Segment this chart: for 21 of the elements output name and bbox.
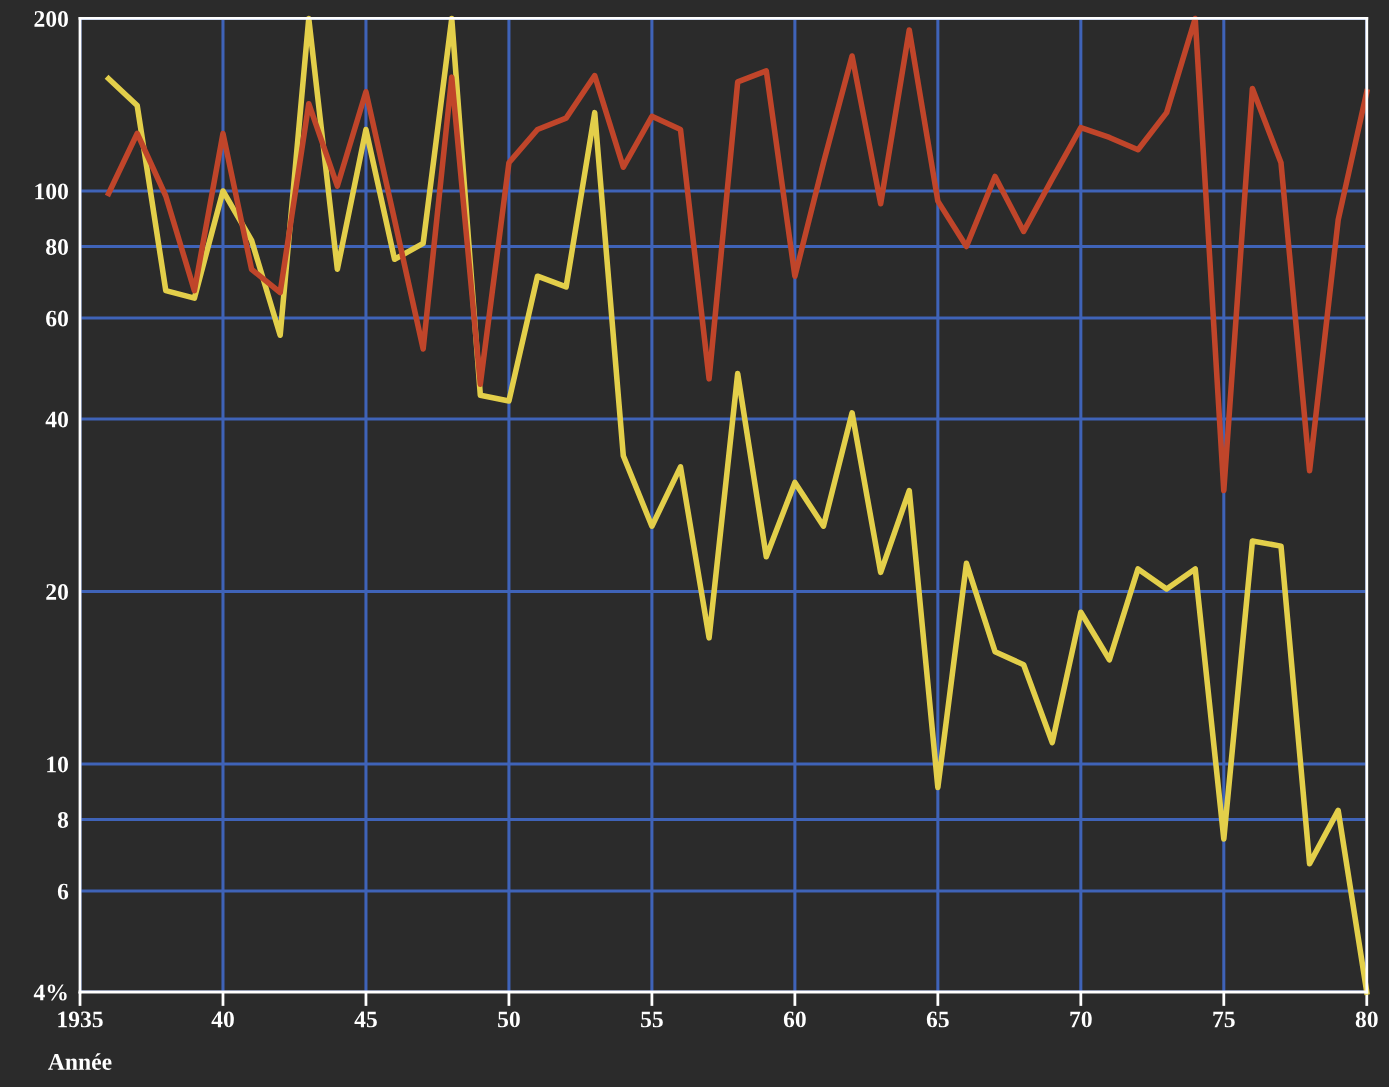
y-tick-label: 20 [46,583,68,600]
y-tick-label: 4% [33,984,67,1001]
y-tick-label: 40 [45,411,68,428]
x-tick-label: 65 [926,1011,949,1028]
x-tick-label: 70 [1070,1011,1092,1028]
y-tick-label: 200 [34,10,68,27]
y-tick-label: 6 [57,883,69,900]
x-tick-label: 40 [211,1011,234,1028]
y-tick-label: 100 [35,183,68,200]
x-tick-label: 55 [641,1011,663,1028]
x-tick-label: 50 [498,1011,520,1028]
y-tick-label: 60 [46,310,68,327]
y-tick-label: 8 [57,812,69,828]
y-tick-label: 10 [47,756,68,773]
x-tick-label: 1935 [58,1011,103,1028]
x-axis-title: Année [48,1053,112,1070]
x-tick-label: 45 [354,1011,377,1028]
x-tick-label: 60 [783,1011,806,1028]
y-tick-label: 80 [46,238,68,255]
x-tick-label: 80 [1355,1011,1378,1028]
x-tick-label: 75 [1213,1011,1235,1028]
